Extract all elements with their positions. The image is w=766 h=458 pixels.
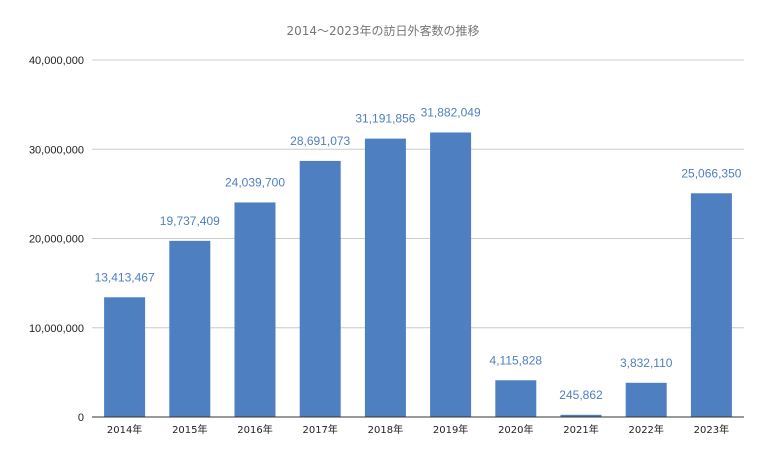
- bar[interactable]: [234, 202, 276, 417]
- y-tick-label: 30,000,000: [29, 144, 84, 156]
- x-tick-label: 2019年: [433, 423, 468, 436]
- x-axis-tick-labels: 2014年 2015年 2016年 2017年 2018年 2019年 2020年 2021年…: [107, 423, 729, 436]
- data-label: 31,882,049: [421, 105, 481, 119]
- x-tick-label: 2015年: [172, 423, 207, 436]
- bar[interactable]: [625, 382, 667, 417]
- x-tick-label: 2023年: [694, 423, 729, 436]
- y-tick-label: 0: [78, 412, 84, 424]
- x-tick-label: 2018年: [368, 423, 403, 436]
- x-tick-label: 2021年: [563, 423, 598, 436]
- data-label: 31,191,856: [355, 112, 415, 126]
- data-labels: 13,413,467 19,737,409 24,039,700 28,691,073…: [95, 105, 742, 401]
- data-label: 28,691,073: [290, 134, 350, 148]
- x-tick-label: 2020年: [498, 423, 533, 436]
- x-tick-label: 2022年: [628, 423, 663, 436]
- data-label: 25,066,350: [681, 166, 741, 180]
- gridlines: [92, 59, 744, 329]
- bar[interactable]: [560, 414, 602, 417]
- data-label: 3,832,110: [620, 356, 673, 370]
- bar[interactable]: [299, 160, 341, 417]
- x-tick-label: 2017年: [302, 423, 337, 436]
- data-label: 4,115,828: [490, 353, 543, 367]
- x-tick-label: 2016年: [237, 423, 272, 436]
- y-tick-label: 20,000,000: [29, 234, 84, 246]
- data-label: 19,737,409: [160, 214, 220, 228]
- bar[interactable]: [104, 297, 146, 417]
- bar[interactable]: [495, 380, 537, 417]
- bar[interactable]: [364, 138, 406, 418]
- bars: [104, 132, 732, 418]
- data-label: 24,039,700: [225, 175, 285, 189]
- data-label: 13,413,467: [95, 270, 155, 284]
- data-label: 245,862: [559, 388, 603, 402]
- bar[interactable]: [169, 240, 211, 417]
- x-tick-label: 2014年: [107, 423, 142, 436]
- y-axis-tick-labels: 0 10,000,000 20,000,000 30,000,000 40,000,00…: [29, 55, 84, 424]
- y-tick-label: 40,000,000: [29, 55, 84, 67]
- chart-title: 2014～2023年の訪日外客数の推移: [286, 23, 479, 38]
- y-tick-label: 10,000,000: [29, 323, 84, 335]
- bar[interactable]: [430, 132, 472, 418]
- bar[interactable]: [690, 193, 732, 417]
